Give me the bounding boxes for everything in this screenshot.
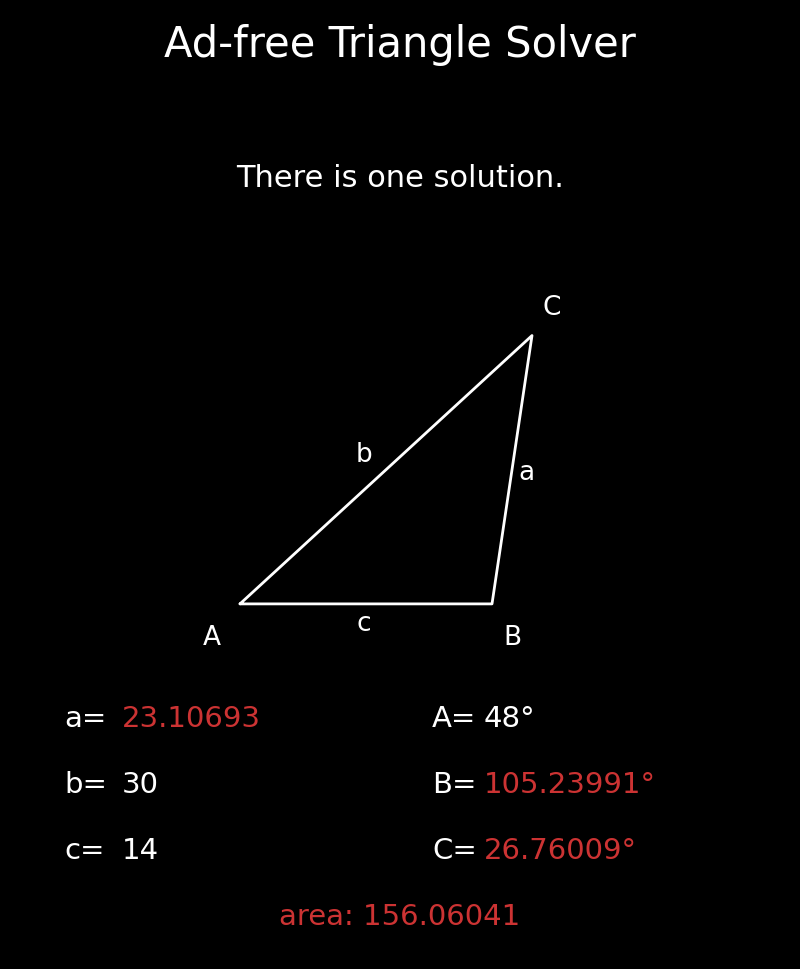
Text: c=: c=	[64, 836, 105, 864]
Text: B: B	[503, 625, 521, 650]
Text: area: 156.06041: area: 156.06041	[279, 902, 521, 930]
Text: A=: A=	[432, 704, 476, 733]
Text: C=: C=	[432, 836, 477, 864]
Text: 48°: 48°	[484, 704, 536, 733]
Text: b=: b=	[64, 770, 107, 798]
Text: Ad-free Triangle Solver: Ad-free Triangle Solver	[164, 24, 636, 66]
Text: a=: a=	[64, 704, 106, 733]
Text: 30: 30	[122, 770, 158, 798]
Text: A: A	[203, 625, 221, 650]
Text: 14: 14	[122, 836, 158, 864]
Text: B=: B=	[432, 770, 477, 798]
Text: c: c	[357, 610, 371, 637]
Text: 23.10693: 23.10693	[122, 704, 261, 733]
Text: b: b	[356, 442, 372, 468]
Text: C: C	[543, 296, 561, 321]
Text: 26.76009°: 26.76009°	[484, 836, 637, 864]
Text: a: a	[518, 459, 534, 485]
Text: 105.23991°: 105.23991°	[484, 770, 656, 798]
Text: There is one solution.: There is one solution.	[236, 164, 564, 193]
